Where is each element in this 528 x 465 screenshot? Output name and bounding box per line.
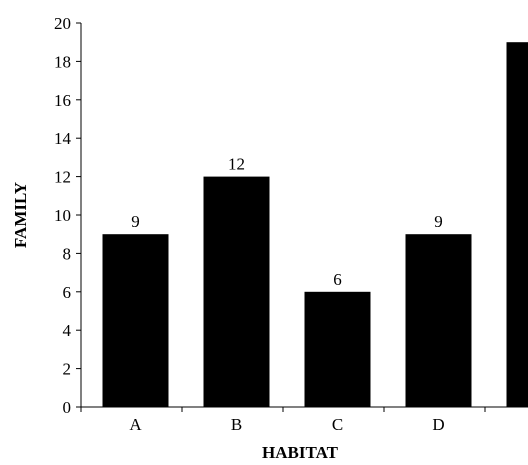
x-tick-label-D: D [432,415,444,434]
bar-value-label-A: 9 [131,212,140,231]
y-tick-label: 12 [54,168,71,187]
bar-A [102,234,169,407]
x-axis-title: HABITAT [262,443,339,462]
bar-E [506,42,528,407]
y-tick-label: 8 [63,244,72,263]
bar-value-label-C: 6 [333,270,342,289]
y-axis-ticks: 0 2 4 6 8 10 12 14 16 18 20 [54,14,81,417]
y-tick-label: 16 [54,91,71,110]
bar-C [304,291,371,407]
y-tick-label: 0 [63,398,72,417]
y-tick-label: 14 [54,129,72,148]
bar-D [405,234,472,407]
y-axis-title: FAMILY [11,182,30,248]
y-tick-label: 10 [54,206,71,225]
y-tick-label: 4 [63,321,72,340]
y-tick-label: 18 [54,52,71,71]
y-tick-label: 6 [63,283,72,302]
bars-group [102,42,528,407]
x-tick-label-B: B [231,415,242,434]
bar-B [203,176,270,407]
bar-value-label-D: 9 [434,212,443,231]
y-tick-label: 2 [63,360,72,379]
x-tick-label-C: C [332,415,343,434]
y-tick-label: 20 [54,14,71,33]
data-labels-group: 9126919 [131,155,443,289]
x-axis-ticks: ABCDE [80,407,486,434]
bar-value-label-B: 12 [228,155,245,174]
x-tick-label-A: A [129,415,142,434]
